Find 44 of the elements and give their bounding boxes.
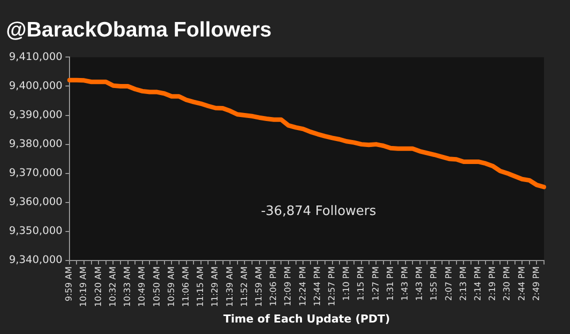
- x-tick-label: 11:59 AM: [254, 266, 264, 307]
- x-tick-label: 11:29 AM: [210, 266, 221, 307]
- x-tick-label: 11:06 AM: [181, 266, 192, 307]
- x-tick-label: 10:32 AM: [108, 266, 118, 307]
- y-tick-label: 9,380,000: [8, 138, 62, 150]
- y-tick-label: 9,410,000: [8, 50, 62, 63]
- x-tick-label: 10:33 AM: [123, 266, 134, 307]
- x-tick-label: 11:52 AM: [240, 266, 250, 307]
- annotation: -36,874 Followers: [260, 204, 376, 220]
- y-tick-label: 9,340,000: [8, 254, 62, 266]
- x-tick-label: 10:49 AM: [138, 266, 148, 307]
- x-tick-label: 1:43 PM: [415, 266, 426, 301]
- x-tick-label: 2:44 PM: [517, 266, 528, 301]
- x-tick-label: 12:09 PM: [284, 266, 294, 306]
- x-tick-label: 1:55 PM: [430, 266, 440, 301]
- x-tick-label: 12:06 PM: [269, 266, 280, 306]
- x-axis-title: Time of Each Update (PDT): [223, 312, 390, 326]
- y-tick-label: 9,400,000: [8, 80, 62, 92]
- x-tick-label: 10:19 AM: [79, 266, 90, 307]
- x-tick-label: 11:39 AM: [225, 266, 236, 307]
- x-tick-label: 10:20 AM: [94, 266, 104, 307]
- chart-title: @BarackObama Followers: [6, 18, 272, 42]
- y-tick-label: 9,390,000: [8, 109, 62, 122]
- x-tick-label: 9:59 AM: [64, 266, 75, 302]
- x-tick-label: 1:27 PM: [371, 266, 382, 301]
- x-tick-label: 12:44 PM: [312, 266, 323, 306]
- x-tick-label: 12:24 PM: [298, 266, 308, 306]
- x-tick-label: 2:49 PM: [532, 266, 542, 301]
- y-tick-label: 9,360,000: [8, 196, 62, 208]
- x-tick-label: 1:43 PM: [400, 266, 410, 301]
- y-tick-label: 9,370,000: [8, 167, 62, 180]
- x-tick-label: 12:57 PM: [327, 266, 338, 306]
- x-tick-label: 2:19 PM: [488, 266, 498, 301]
- x-tick-label: 2:13 PM: [458, 266, 469, 301]
- y-tick-label: 9,350,000: [8, 225, 62, 238]
- x-tick-label: 1:10 PM: [342, 266, 352, 301]
- x-tick-label: 1:15 PM: [356, 266, 367, 301]
- x-tick-label: 1:31 PM: [386, 266, 396, 301]
- x-tick-label: 10:59 AM: [166, 266, 177, 307]
- x-tick-label: 11:15 AM: [196, 266, 206, 307]
- x-tick-label: 2:14 PM: [473, 266, 484, 301]
- x-tick-label: 2:30 PM: [502, 266, 513, 301]
- x-tick-label: 2:07 PM: [444, 266, 454, 301]
- x-tick-label: 10:50 AM: [152, 266, 162, 307]
